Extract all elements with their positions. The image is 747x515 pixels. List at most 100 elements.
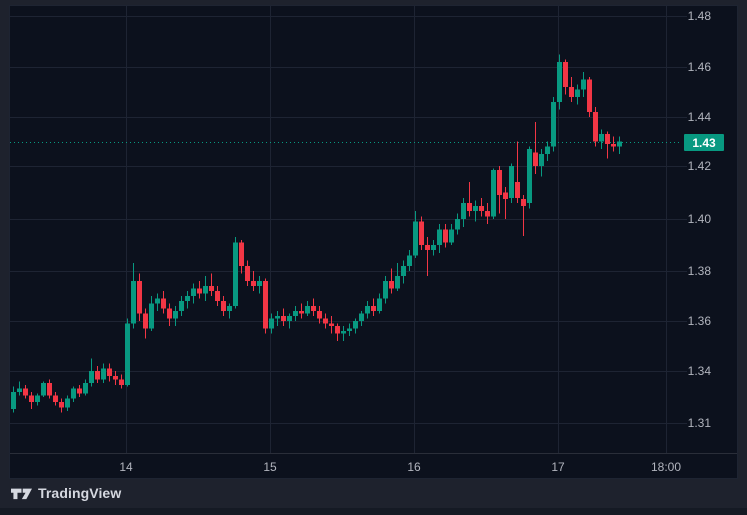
- candle-body: [23, 388, 28, 396]
- candle-body: [143, 313, 148, 329]
- candle-body: [287, 316, 292, 321]
- candle-body: [209, 286, 214, 291]
- candle-body: [527, 148, 532, 204]
- candle-body: [17, 388, 22, 392]
- tradingview-logo-icon: [11, 488, 32, 499]
- candle-body: [233, 242, 238, 306]
- candle-body: [545, 146, 550, 154]
- candle-body: [245, 265, 250, 281]
- candle-body: [581, 79, 586, 90]
- candle-body: [95, 371, 100, 380]
- candle-body: [41, 383, 46, 396]
- tradingview-attribution-link[interactable]: TradingView: [11, 483, 121, 503]
- candle-body: [335, 326, 340, 334]
- candlestick-chart-pane[interactable]: 1.48 1.46 1.44 1.42 1.40 1.38 1.36 1.34 1.31 14 15…: [10, 6, 737, 478]
- candle-body: [179, 301, 184, 311]
- candle-body: [431, 245, 436, 251]
- candle-body: [125, 323, 130, 385]
- candle-body: [71, 388, 76, 399]
- candle-body: [269, 318, 274, 329]
- candle-body: [47, 383, 52, 396]
- candle-body: [53, 395, 58, 403]
- candle-body: [455, 219, 460, 230]
- candle-body: [425, 245, 430, 251]
- time-tick-label: 17: [551, 460, 565, 474]
- price-tick-label: 1.34: [688, 364, 712, 378]
- candle-body: [323, 318, 328, 324]
- candle-body: [611, 143, 616, 147]
- candle-body: [89, 371, 94, 384]
- brand-text: TradingView: [38, 485, 122, 501]
- time-tick-label: 14: [119, 460, 133, 474]
- time-tick-label: 18:00: [651, 460, 681, 474]
- candle-body: [557, 61, 562, 102]
- price-tick-label: 1.42: [688, 159, 712, 173]
- candle-body: [521, 199, 526, 206]
- candle-body: [305, 306, 310, 314]
- price-tick-label: 1.44: [688, 110, 712, 124]
- candle-body: [383, 281, 388, 299]
- candle-body: [419, 221, 424, 245]
- candle-body: [77, 388, 82, 394]
- candle-body: [473, 205, 478, 212]
- candle-body: [479, 205, 484, 212]
- bottom-strip: [0, 508, 747, 515]
- candle-body: [497, 169, 502, 196]
- candle-body: [227, 306, 232, 311]
- candle-body: [347, 328, 352, 331]
- candle-body: [587, 79, 592, 112]
- candle-body: [599, 134, 604, 142]
- candle-body: [467, 203, 472, 212]
- candle-body: [311, 306, 316, 311]
- candle-body: [533, 152, 538, 166]
- candle-body: [281, 316, 286, 321]
- candle-body: [413, 221, 418, 256]
- candle-body: [131, 281, 136, 324]
- candle-body: [503, 192, 508, 200]
- candle-body: [605, 134, 610, 144]
- candle-body: [449, 229, 454, 243]
- candle-body: [539, 153, 544, 166]
- candle-body: [389, 281, 394, 289]
- candle-body: [113, 376, 118, 380]
- candle-body: [137, 281, 142, 314]
- candle-body: [407, 255, 412, 266]
- candle-body: [563, 61, 568, 87]
- candle-body: [149, 303, 154, 329]
- candle-body: [401, 265, 406, 276]
- candle-body: [197, 288, 202, 294]
- candle-body: [569, 87, 574, 97]
- price-tick-label: 1.48: [688, 9, 712, 23]
- candle-body: [377, 298, 382, 311]
- candle-body: [359, 313, 364, 321]
- time-axis[interactable]: [10, 453, 737, 480]
- candle-body: [251, 281, 256, 286]
- candle-body: [551, 102, 556, 147]
- candle-body: [65, 398, 70, 408]
- candle-body: [293, 311, 298, 316]
- candle-body: [329, 323, 334, 326]
- candle-body: [509, 166, 514, 198]
- candle-body: [395, 276, 400, 289]
- price-tick-label: 1.31: [688, 416, 712, 430]
- candle-body: [617, 141, 622, 147]
- candle-body: [299, 311, 304, 314]
- candle-body: [317, 311, 322, 319]
- candle-body: [185, 296, 190, 301]
- time-tick-label: 16: [407, 460, 421, 474]
- candle-body: [239, 242, 244, 266]
- candle-body: [275, 316, 280, 319]
- last-price-badge: 1.43: [684, 134, 724, 151]
- candle-body: [341, 331, 346, 334]
- candle-body: [263, 281, 268, 329]
- candle-body: [107, 368, 112, 377]
- price-axis[interactable]: [685, 6, 737, 453]
- candle-body: [221, 301, 226, 311]
- candle-body: [101, 368, 106, 380]
- candle-body: [593, 112, 598, 142]
- price-tick-label: 1.36: [688, 314, 712, 328]
- candle-body: [161, 298, 166, 309]
- time-tick-label: 15: [263, 460, 277, 474]
- candle-body: [167, 308, 172, 319]
- candle-body: [365, 306, 370, 314]
